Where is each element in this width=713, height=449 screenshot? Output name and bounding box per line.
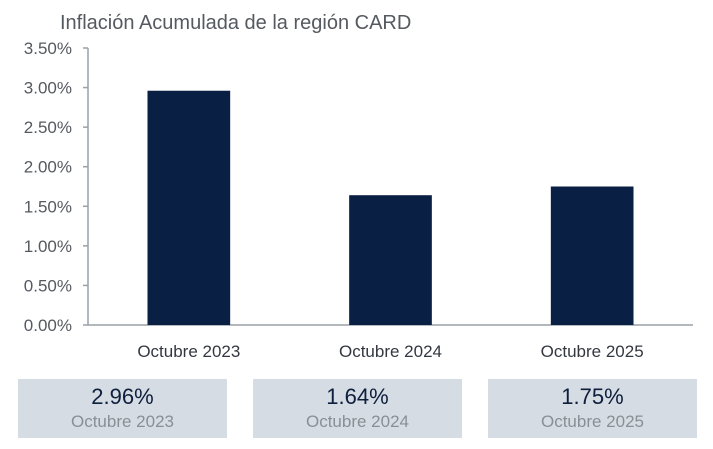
y-tick-label: 0.00% — [24, 316, 72, 335]
summary-value: 2.96% — [91, 384, 154, 409]
y-tick-label: 2.50% — [24, 118, 72, 137]
x-tick-label: Octubre 2025 — [541, 342, 644, 361]
bar — [147, 90, 231, 325]
summary-label: Octubre 2023 — [70, 412, 174, 431]
y-tick-label: 1.50% — [24, 197, 72, 216]
y-tick-label: 3.50% — [24, 39, 72, 58]
y-axis-ticks: 0.00% 0.50% 1.00% 1.50% 2.00% 2.50% 3.00% 3.50% — [24, 39, 88, 335]
x-tick-label: Octubre 2024 — [339, 342, 442, 361]
y-tick-label: 0.50% — [24, 276, 72, 295]
bar — [550, 186, 634, 325]
chart-title: Inflación Acumulada de la región CARD — [60, 12, 411, 34]
summary-card-2023: 2.96% Octubre 2023 — [18, 379, 227, 438]
summary-label: Octubre 2024 — [305, 412, 409, 431]
summary-card-2024: 1.64% Octubre 2024 — [253, 379, 462, 438]
bar — [349, 195, 432, 325]
x-axis-labels: Octubre 2023 Octubre 2024 Octubre 2025 — [137, 342, 643, 361]
y-tick-label: 1.00% — [24, 237, 72, 256]
y-tick-label: 2.00% — [24, 158, 72, 177]
summary-label: Octubre 2025 — [540, 412, 644, 431]
summary-value: 1.75% — [561, 384, 624, 409]
summary-value: 1.64% — [326, 384, 389, 409]
summary-card-2025: 1.75% Octubre 2025 — [488, 379, 697, 438]
y-tick-label: 3.00% — [24, 79, 72, 98]
bar-chart: Inflación Acumulada de la región CARD 0.… — [24, 12, 693, 361]
bars-group — [147, 90, 634, 325]
x-tick-label: Octubre 2023 — [137, 342, 240, 361]
